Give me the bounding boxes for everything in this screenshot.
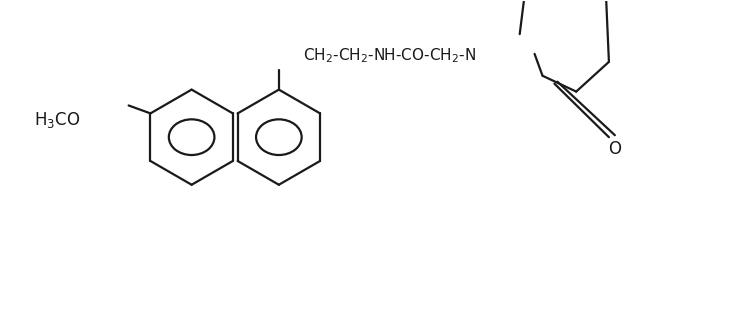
Text: H$_3$CO: H$_3$CO <box>34 110 80 130</box>
Text: O: O <box>608 140 621 158</box>
Text: CH$_2$-CH$_2$-NH-CO-CH$_2$-N: CH$_2$-CH$_2$-NH-CO-CH$_2$-N <box>304 47 476 65</box>
